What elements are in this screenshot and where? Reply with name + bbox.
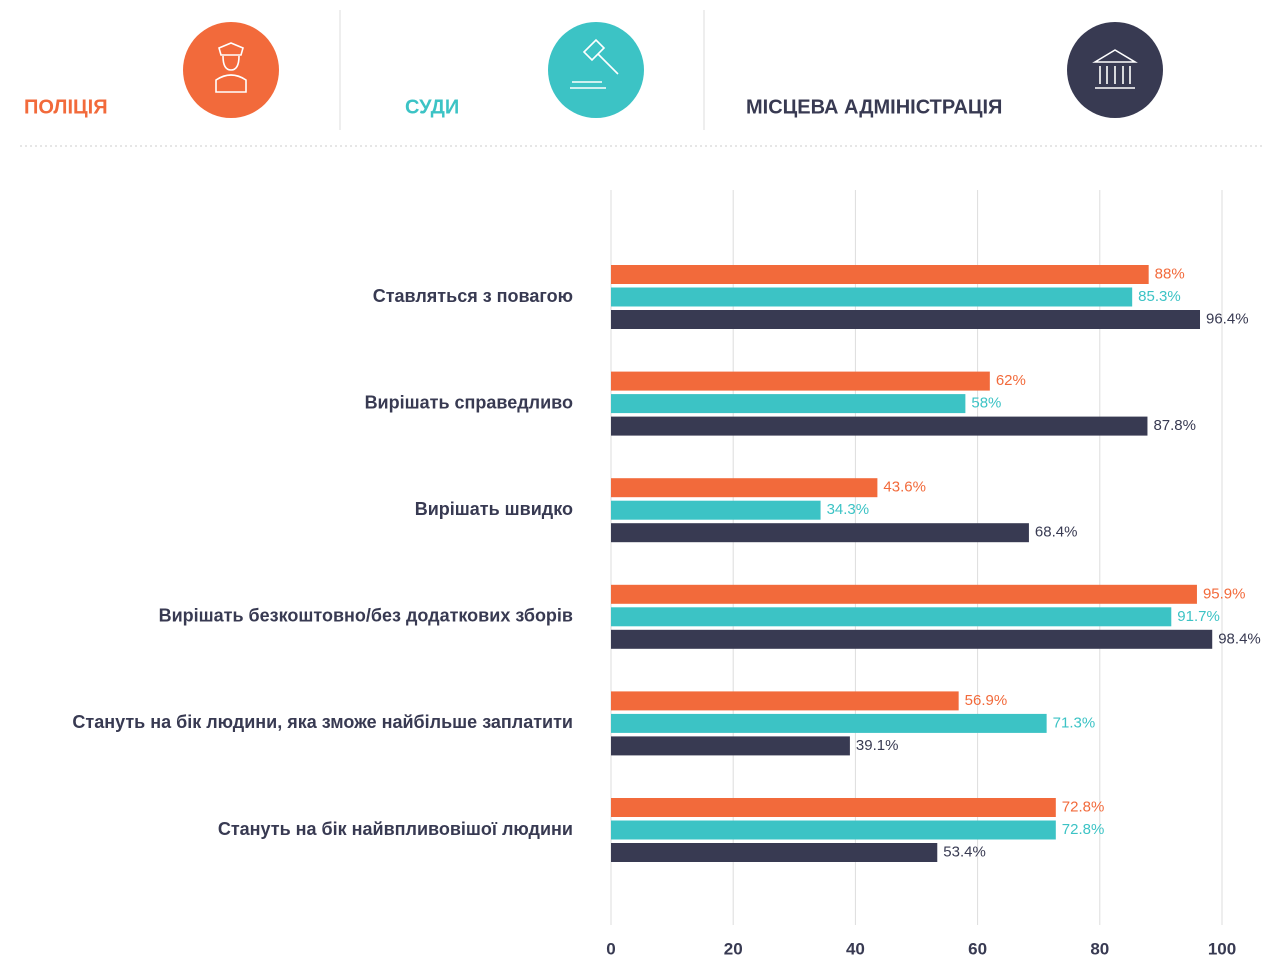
value-label: 58% — [971, 395, 1001, 412]
bar — [611, 478, 878, 498]
police-glyph — [215, 42, 247, 93]
category-label: Стануть на бік людини, яка зможе найбіль… — [72, 712, 573, 732]
value-label: 88% — [1155, 265, 1185, 282]
legend-label: МІСЦЕВА АДМІНІСТРАЦІЯ — [746, 96, 1002, 118]
x-tick-label: 40 — [846, 939, 865, 958]
value-label: 96.4% — [1206, 310, 1249, 327]
bar — [611, 691, 959, 711]
admin-glyph — [1092, 49, 1138, 89]
category-label: Ставляться з повагою — [373, 286, 573, 306]
x-tick-label: 100 — [1208, 939, 1236, 958]
courts-glyph — [570, 38, 619, 89]
value-label: 68.4% — [1035, 524, 1078, 541]
value-label: 39.1% — [856, 737, 899, 754]
courts-icon — [548, 22, 644, 118]
value-label: 87.8% — [1153, 417, 1196, 434]
value-label: 91.7% — [1177, 608, 1220, 625]
bar — [611, 500, 821, 520]
value-label: 72.8% — [1062, 821, 1105, 838]
bar — [611, 371, 990, 391]
bar — [611, 310, 1201, 329]
bar — [611, 629, 1213, 649]
bar — [611, 287, 1133, 307]
value-label: 71.3% — [1053, 714, 1096, 731]
bar — [611, 416, 1148, 436]
bar — [611, 584, 1197, 604]
value-label: 95.9% — [1203, 585, 1246, 602]
category-label: Стануть на бік найвпливовішої людини — [218, 819, 573, 839]
value-label: 62% — [996, 372, 1026, 389]
bar — [611, 843, 938, 862]
x-tick-label: 80 — [1090, 939, 1109, 958]
legend-label: ПОЛІЦІЯ — [24, 96, 108, 118]
legend-label: СУДИ — [405, 96, 459, 118]
category-label: Вирішать справедливо — [365, 392, 573, 412]
value-label: 56.9% — [965, 692, 1008, 709]
bar — [611, 265, 1149, 284]
x-tick-label: 20 — [724, 939, 743, 958]
bar — [611, 798, 1056, 817]
bar — [611, 713, 1047, 733]
value-label: 98.4% — [1218, 630, 1261, 647]
category-label: Вирішать швидко — [415, 499, 573, 519]
value-label: 43.6% — [883, 479, 926, 496]
legend: ПОЛІЦІЯ СУДИ МІСЦЕВА АДМІНІСТРАЦІЯ — [20, 10, 1263, 147]
value-label: 34.3% — [827, 501, 870, 518]
category-label: Вирішать безкоштовно/без додаткових збор… — [159, 606, 573, 626]
value-label: 53.4% — [943, 843, 986, 860]
bar — [611, 607, 1172, 627]
value-label: 72.8% — [1062, 798, 1105, 815]
bar — [611, 820, 1056, 840]
value-label: 85.3% — [1138, 288, 1181, 305]
bar — [611, 394, 966, 414]
x-tick-label: 60 — [968, 939, 987, 958]
bar — [611, 736, 850, 756]
bar — [611, 523, 1029, 543]
x-tick-label: 0 — [606, 939, 615, 958]
